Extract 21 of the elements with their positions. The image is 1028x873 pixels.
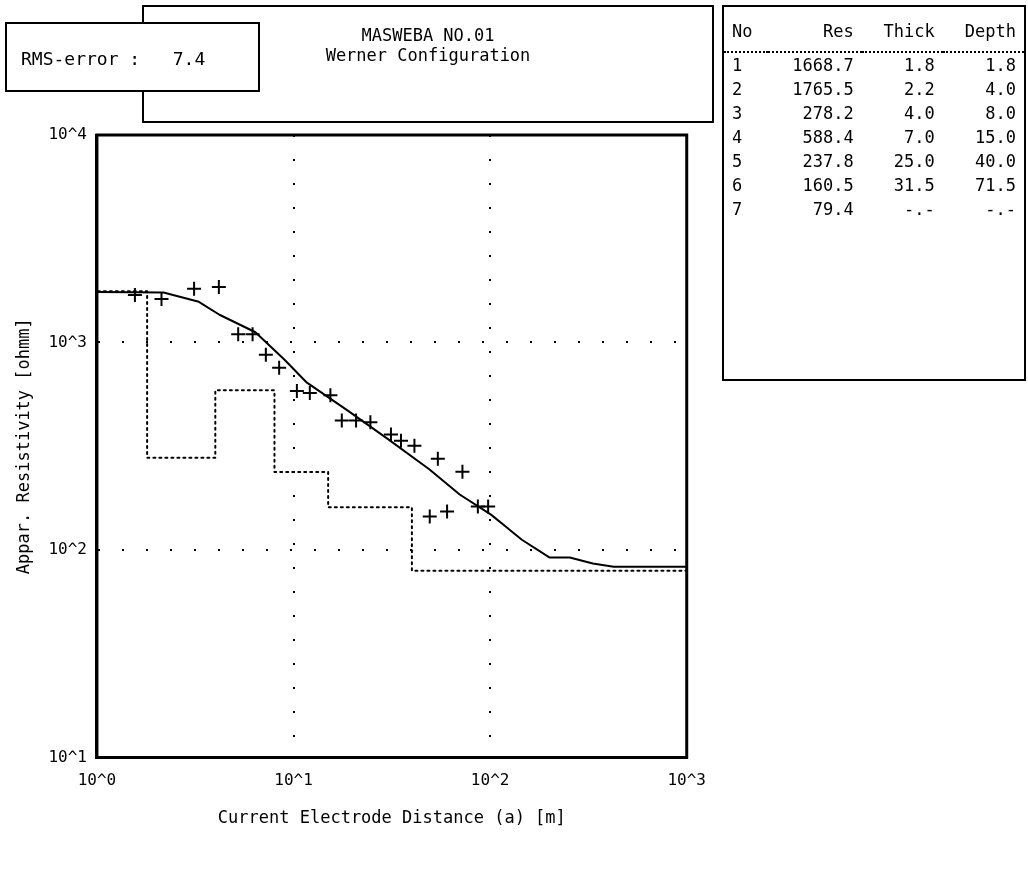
y-tick-label: 10^4 (48, 124, 87, 144)
chart-subtitle: Werner Configuration (325, 45, 531, 65)
x-tick-label: 10^3 (667, 770, 706, 790)
x-axis-title: Current Electrode Distance (a) [m] (217, 807, 566, 828)
x-tick-label: 10^2 (470, 770, 510, 790)
text: 7 79.4 -.- -.- (732, 199, 1016, 219)
y-axis-title: Appar. Resistivity [ohmm] (12, 318, 33, 575)
text: 2 1765.5 2.2 4.0 (732, 79, 1016, 99)
text: 1 1668.7 1.8 1.8 (732, 55, 1016, 75)
text: RMS-error : 7.4 (5, 22, 260, 92)
text: 6 160.5 31.5 71.5 (732, 175, 1016, 195)
y-tick-label: 10^3 (48, 331, 87, 351)
text: 3 278.2 4.0 8.0 (732, 103, 1016, 123)
text: 4 588.4 7.0 15.0 (732, 127, 1016, 147)
y-tick-label: 10^1 (48, 746, 87, 766)
text: 5 237.8 25.0 40.0 (732, 151, 1016, 171)
chart-title: MASWEBA NO.01 (360, 25, 496, 45)
x-tick-label: 10^1 (274, 770, 313, 790)
x-tick-label: 10^0 (77, 770, 117, 790)
text: No Res Thick Depth (732, 21, 1016, 41)
y-tick-label: 10^2 (48, 539, 87, 559)
